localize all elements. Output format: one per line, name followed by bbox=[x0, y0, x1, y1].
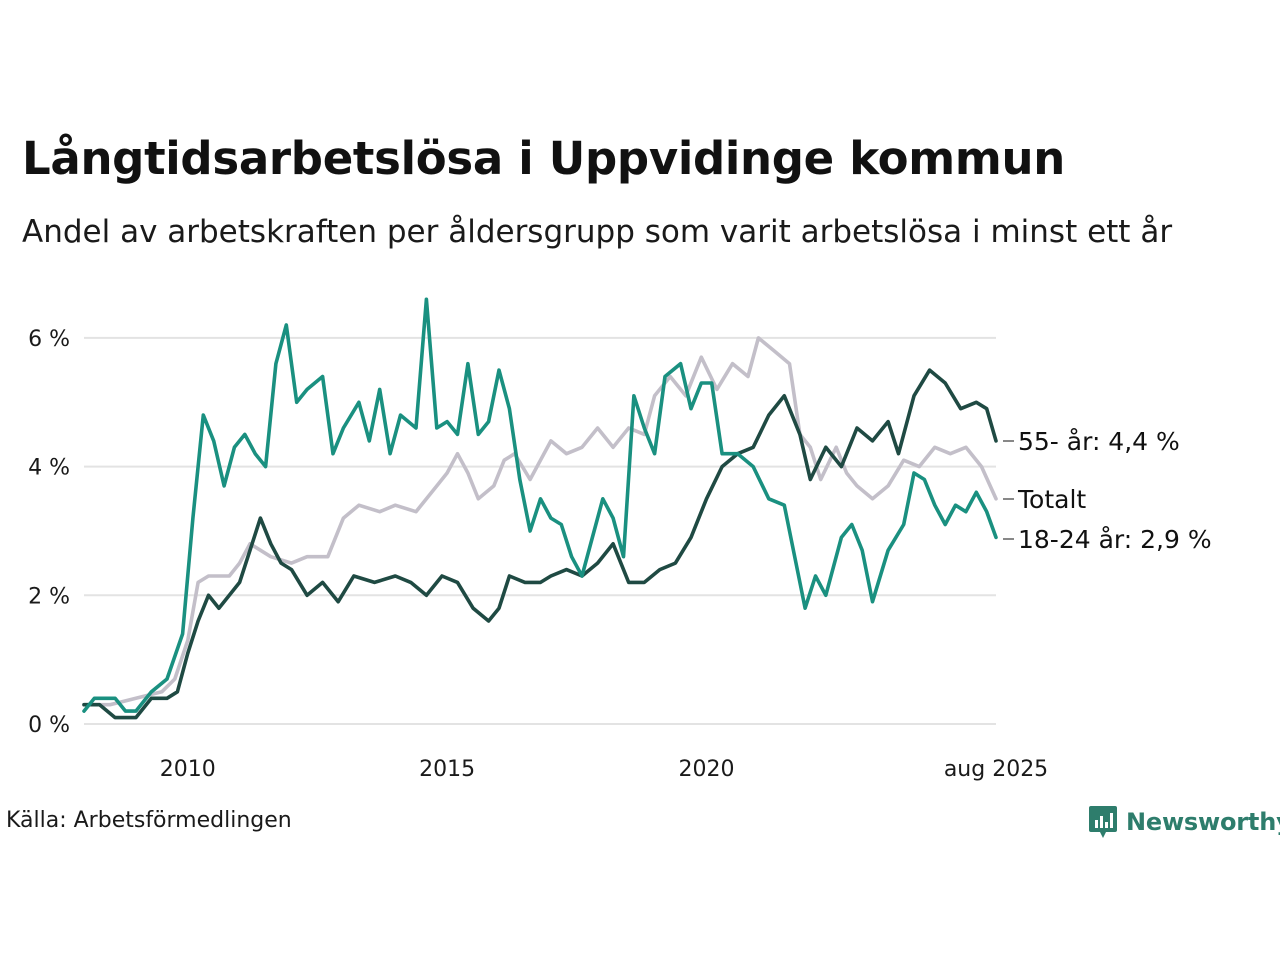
x-tick-label: 2015 bbox=[419, 757, 475, 782]
y-tick-label: 4 % bbox=[28, 456, 70, 481]
gridlines bbox=[84, 336, 996, 725]
x-tick-label: 2010 bbox=[160, 757, 216, 782]
series-line bbox=[82, 336, 998, 707]
y-axis-ticks: 0 % 2 % 4 % 6 % bbox=[28, 327, 70, 738]
y-tick-label: 2 % bbox=[28, 584, 70, 609]
x-axis-ticks: 2010 2015 2020 aug 2025 bbox=[160, 757, 1048, 782]
line-chart: 0 % 2 % 4 % 6 % 2010 2015 2020 aug 2025 55- år… bbox=[28, 297, 1212, 782]
brand-logo[interactable]: Newsworthy bbox=[1088, 804, 1280, 840]
series-end-label: Totalt bbox=[1017, 485, 1086, 514]
source-note: Källa: Arbetsförmedlingen bbox=[6, 808, 292, 833]
series-line bbox=[82, 297, 998, 713]
series-line bbox=[82, 368, 998, 720]
brand-name: Newsworthy bbox=[1126, 808, 1280, 836]
series-end-label: 55- år: 4,4 % bbox=[1018, 427, 1180, 456]
x-tick-label: aug 2025 bbox=[944, 757, 1048, 782]
chart-title: Långtidsarbetslösa i Uppvidinge kommun bbox=[22, 132, 1065, 185]
y-tick-label: 6 % bbox=[28, 327, 70, 352]
y-tick-label: 0 % bbox=[28, 713, 70, 738]
x-tick-label: 2020 bbox=[679, 757, 735, 782]
series-end-labels: 55- år: 4,4 % Totalt 18-24 år: 2,9 % bbox=[1003, 427, 1212, 554]
series-lines bbox=[82, 297, 998, 720]
newsworthy-logo-icon bbox=[1089, 806, 1117, 838]
chart-subtitle: Andel av arbetskraften per åldersgrupp s… bbox=[22, 214, 1173, 250]
series-end-label: 18-24 år: 2,9 % bbox=[1018, 525, 1212, 554]
